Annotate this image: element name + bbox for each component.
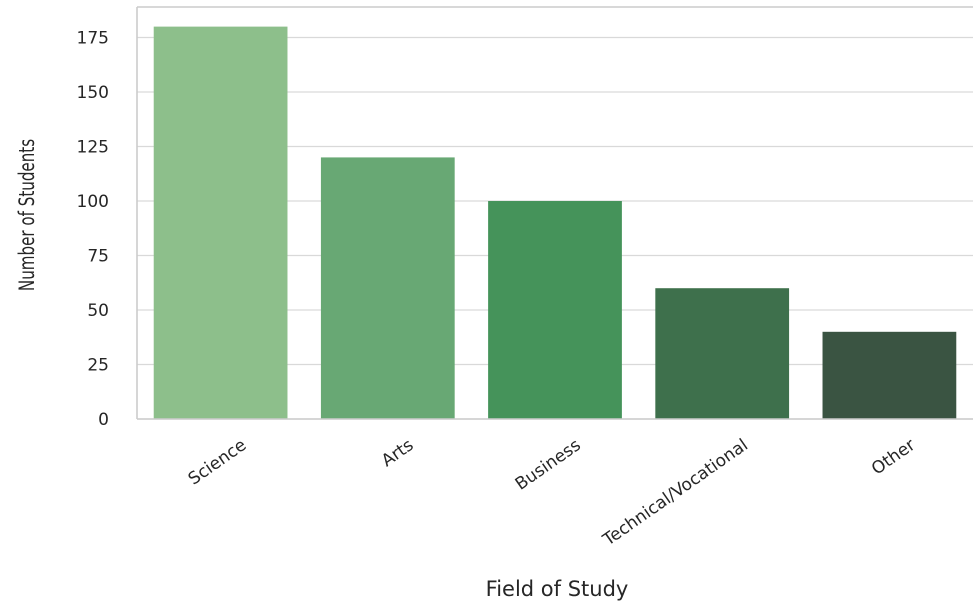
- bar-technical-vocational: [655, 288, 790, 419]
- bar-business: [488, 201, 622, 419]
- y-tick-label: 125: [77, 138, 109, 158]
- x-tick-label: Other: [868, 435, 919, 479]
- y-tick-label: 50: [87, 301, 109, 321]
- y-axis-title: Number of Students: [16, 139, 40, 291]
- x-tick-label: Science: [185, 435, 250, 489]
- bar-science: [153, 26, 288, 419]
- x-tick-label: Technical/Vocational: [599, 435, 752, 551]
- bar-arts: [320, 157, 455, 419]
- y-tick-label: 75: [87, 247, 109, 267]
- x-axis-title: Field of Study: [486, 577, 629, 601]
- bar-layer: [153, 26, 957, 419]
- y-tick-label: 150: [77, 83, 109, 103]
- x-tick-labels: Science Arts Business Technical/Vocational O…: [185, 435, 919, 551]
- y-tick-label: 100: [77, 192, 109, 212]
- x-tick-label: Arts: [378, 435, 418, 471]
- y-tick-label: 25: [87, 356, 109, 376]
- plot-frame: [136, 6, 973, 420]
- y-tick-label: 0: [98, 410, 109, 430]
- x-tick-label: Business: [512, 435, 585, 494]
- bar-other: [822, 331, 957, 419]
- y-tick-labels: 0 25 50 75 100 125 150 175: [77, 29, 109, 430]
- y-tick-label: 175: [77, 29, 109, 49]
